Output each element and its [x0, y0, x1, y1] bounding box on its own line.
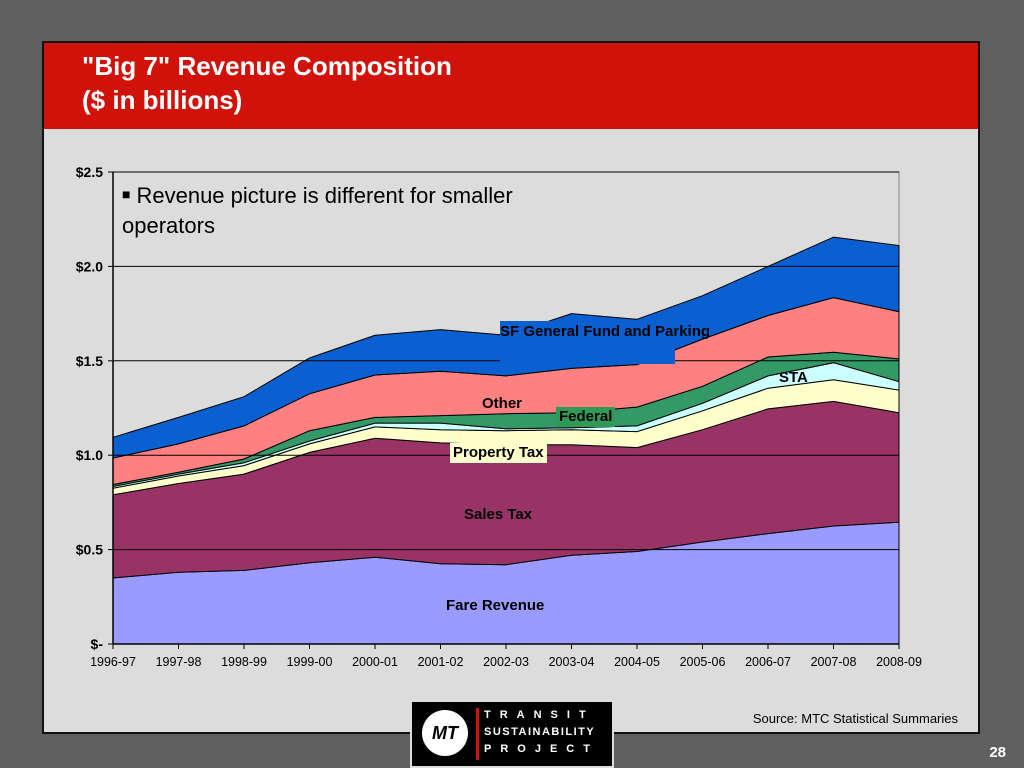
slide-title: "Big 7" Revenue Composition [82, 51, 452, 81]
x-tick-label: 2004-05 [614, 655, 660, 669]
y-tick-label: $2.0 [76, 258, 103, 274]
x-tick-label: 2005-06 [680, 655, 726, 669]
label-sta: STA [779, 369, 808, 386]
x-tick-label: 1996-97 [90, 655, 136, 669]
logo-circle-icon [422, 710, 468, 756]
bullet-square-icon: ■ [122, 186, 131, 202]
transit-sustainability-project-logo: MT TRANSIT SUSTAINABILITY PROJECT [410, 700, 614, 768]
x-tick-label: 2006-07 [745, 655, 791, 669]
y-tick-label: $1.5 [76, 353, 103, 369]
logo-text-line2: SUSTAINABILITY [484, 726, 596, 738]
label-fare-revenue: Fare Revenue [446, 597, 545, 614]
label-federal: Federal [556, 407, 616, 427]
label-property-tax: Property Tax [450, 443, 547, 463]
x-tick-label: 2002-03 [483, 655, 529, 669]
logo-mark: MT [432, 723, 458, 743]
x-tick-label: 2003-04 [549, 655, 595, 669]
label-sf-general-fund: SF General Fund and Parking [500, 321, 710, 364]
x-tick-label: 2007-08 [811, 655, 857, 669]
slide: "Big 7" Revenue Composition ($ in billio… [42, 41, 980, 734]
x-tick-label: 1999-00 [287, 655, 333, 669]
stacked-area-chart: $- $0.5 $1.0 $1.5 $2.0 $2.5 1996-97 1997-98 1998… [76, 164, 922, 669]
y-tick-label: $2.5 [76, 164, 103, 180]
x-tick-label: 1997-98 [156, 655, 202, 669]
label-other: Other [482, 395, 523, 412]
slide-subtitle: ($ in billions) [82, 85, 243, 115]
x-tick-label: 1998-99 [221, 655, 267, 669]
y-tick-label: $1.0 [76, 447, 103, 463]
y-tick-label: $0.5 [76, 542, 103, 558]
label-sales-tax: Sales Tax [464, 506, 533, 523]
bullet-point: ■ Revenue picture is different for smalle… [122, 179, 522, 241]
x-tick-label: 2008-09 [876, 655, 922, 669]
x-tick-label: 2001-02 [418, 655, 464, 669]
source-note: Source: MTC Statistical Summaries [752, 711, 958, 726]
title-banner: "Big 7" Revenue Composition ($ in billio… [44, 43, 978, 129]
page-number: 28 [989, 744, 1006, 761]
logo-divider [476, 708, 479, 760]
logo-text-line3: PROJECT [484, 743, 599, 755]
logo-text-line1: TRANSIT [484, 709, 595, 721]
y-tick-label: $- [91, 636, 104, 652]
bullet-text: Revenue picture is different for smaller… [122, 183, 513, 238]
x-tick-label: 2000-01 [352, 655, 398, 669]
